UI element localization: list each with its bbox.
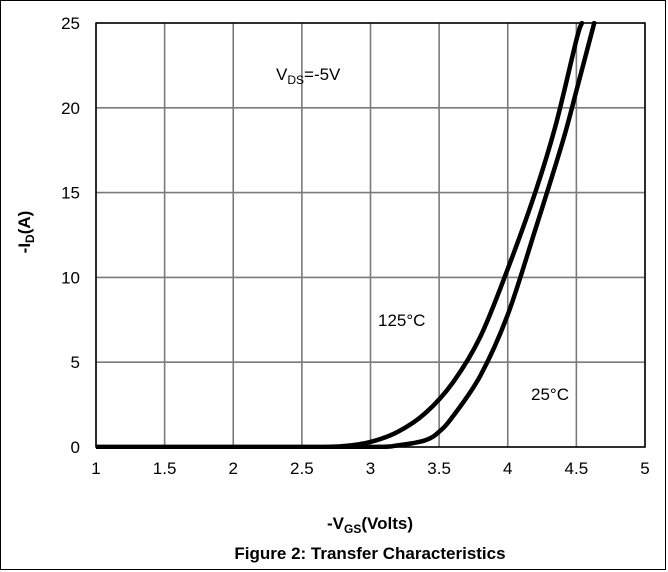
x-tick-label: 1.5 [153,459,177,478]
series-line-125c [96,21,585,449]
y-tick-label: 20 [61,99,80,118]
x-tick-label: 3 [366,459,375,478]
y-tick-label: 5 [71,353,80,372]
y-tick-label: 0 [71,438,80,457]
y-axis-label: -ID(A) [15,211,37,254]
series-line-25c [96,21,597,449]
x-tick-label: 4 [503,459,512,478]
y-tick-label: 15 [61,184,80,203]
y-tick-label: 10 [61,268,80,287]
grid [95,22,646,448]
series-label-125c: 125°C [378,311,425,330]
annotation-vds: VDS=-5V [276,65,341,87]
x-tick-label: 2 [229,459,238,478]
x-tick-label: 3.5 [427,459,451,478]
x-tick-label: 5 [640,459,649,478]
x-axis-label: -VGS(Volts) [327,514,413,536]
y-tick-labels: 0 5 10 15 20 25 [61,14,80,457]
series-label-25c: 25°C [531,385,569,404]
y-tick-label: 25 [61,14,80,33]
chart-title: Figure 2: Transfer Characteristics [234,544,505,563]
series-group [96,21,597,449]
x-tick-label: 2.5 [290,459,314,478]
x-tick-label: 4.5 [565,459,589,478]
x-tick-label: 1 [91,459,100,478]
x-tick-labels: 1 1.5 2 2.5 3 3.5 4 4.5 5 [91,459,649,478]
